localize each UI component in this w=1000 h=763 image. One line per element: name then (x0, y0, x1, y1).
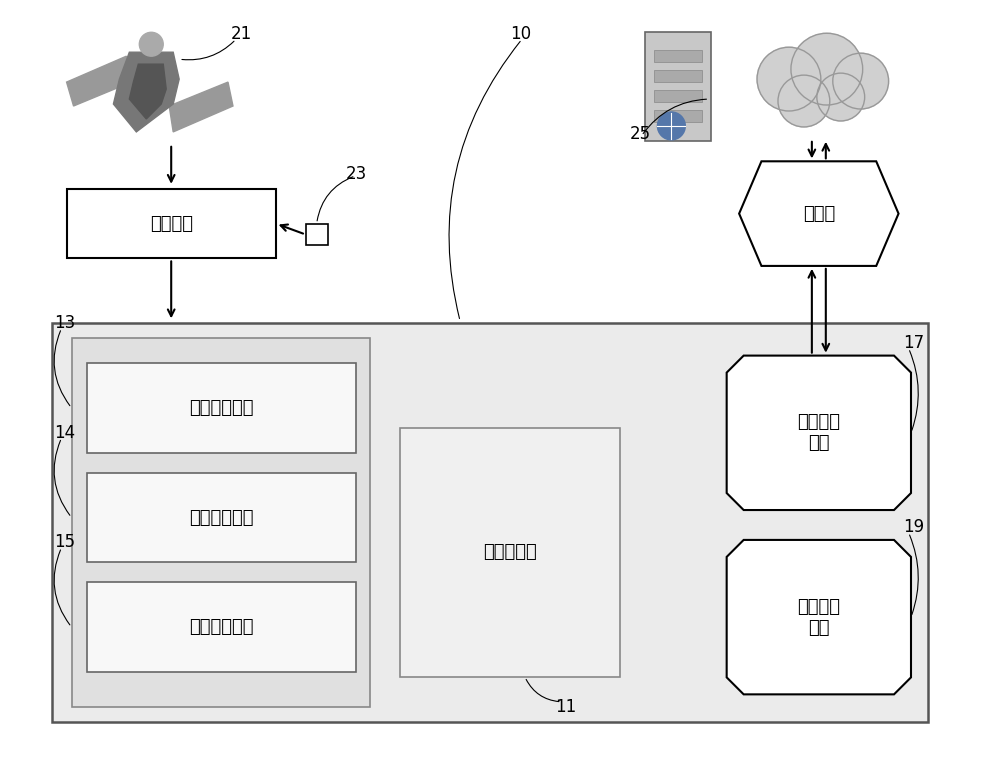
Text: 21: 21 (231, 25, 252, 43)
Text: 13: 13 (54, 314, 75, 332)
FancyBboxPatch shape (87, 363, 356, 452)
Text: 惯性导航模块: 惯性导航模块 (189, 508, 253, 526)
FancyBboxPatch shape (306, 224, 328, 246)
Text: 15: 15 (54, 533, 75, 552)
Circle shape (833, 53, 889, 109)
Text: 14: 14 (54, 423, 75, 442)
Text: 微控制单元: 微控制单元 (483, 543, 537, 562)
Text: 数据流: 数据流 (803, 204, 835, 223)
Text: 信号入口: 信号入口 (150, 214, 193, 233)
Circle shape (757, 47, 821, 111)
FancyBboxPatch shape (654, 90, 702, 102)
FancyBboxPatch shape (87, 472, 356, 562)
Polygon shape (739, 161, 899, 266)
Text: 23: 23 (346, 165, 367, 183)
FancyBboxPatch shape (654, 50, 702, 62)
Polygon shape (129, 64, 166, 119)
Circle shape (791, 34, 863, 105)
Circle shape (139, 32, 163, 56)
Text: 专网通信
模块: 专网通信 模块 (797, 597, 840, 636)
Polygon shape (113, 52, 179, 132)
FancyBboxPatch shape (72, 338, 370, 707)
Polygon shape (727, 356, 911, 510)
Circle shape (778, 75, 830, 127)
Circle shape (657, 112, 685, 140)
FancyBboxPatch shape (400, 428, 620, 677)
Polygon shape (169, 82, 233, 132)
Text: 17: 17 (904, 334, 925, 353)
FancyBboxPatch shape (87, 582, 356, 672)
FancyBboxPatch shape (654, 70, 702, 82)
Circle shape (817, 73, 865, 121)
Text: 10: 10 (510, 25, 531, 43)
Text: 11: 11 (555, 698, 576, 716)
FancyBboxPatch shape (67, 188, 276, 259)
Text: 室内定位模块: 室内定位模块 (189, 618, 253, 636)
Polygon shape (727, 540, 911, 694)
Text: 19: 19 (904, 519, 925, 536)
Text: 公网通信
模块: 公网通信 模块 (797, 414, 840, 452)
FancyBboxPatch shape (645, 32, 711, 141)
Polygon shape (67, 56, 131, 106)
Text: 卫星定位模块: 卫星定位模块 (189, 399, 253, 417)
FancyBboxPatch shape (654, 110, 702, 122)
Text: 25: 25 (630, 125, 651, 143)
FancyBboxPatch shape (52, 324, 928, 722)
